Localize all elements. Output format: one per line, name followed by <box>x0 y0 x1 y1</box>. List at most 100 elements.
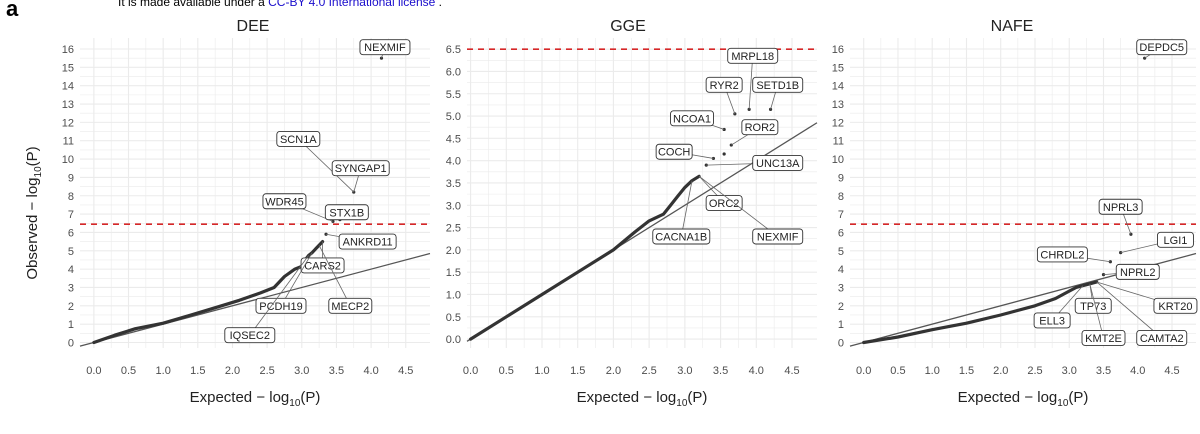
y-tick-label: 7 <box>838 209 844 221</box>
x-tick-label: 0.5 <box>890 365 905 377</box>
gene-label: SYNGAP1 <box>335 163 387 175</box>
gene-label: CARS2 <box>304 260 341 272</box>
gene-label-leader <box>698 175 778 237</box>
license-link[interactable]: CC-BY 4.0 International license <box>268 0 436 9</box>
gene-label-box <box>224 327 276 344</box>
panel-letter: a <box>6 0 19 21</box>
y-tick-label: 1.0 <box>446 289 461 301</box>
gene-label-leader <box>280 252 313 307</box>
gene-label-box <box>328 297 373 314</box>
gene-label: NEXMIF <box>757 231 799 243</box>
qq-point <box>722 127 726 132</box>
y-tick-label: 5.5 <box>446 89 461 101</box>
gene-label-box <box>1115 263 1160 280</box>
panel-title: NAFE <box>991 18 1034 35</box>
gene-label: UNC13A <box>756 158 800 170</box>
x-tick-label: 3.0 <box>294 365 309 377</box>
y-tick-label: 2.5 <box>446 223 461 235</box>
y-tick-label: 2.0 <box>446 245 461 257</box>
gene-label-box <box>359 39 411 56</box>
gene-label-box <box>652 228 711 245</box>
y-tick-label: 3.0 <box>446 200 461 212</box>
gene-label-box <box>670 110 714 127</box>
y-tick-label: 10 <box>62 154 74 166</box>
y-tick-label: 2 <box>68 301 74 313</box>
y-tick-label: 13 <box>62 99 74 111</box>
y-tick-label: 0 <box>68 337 74 349</box>
y-tick-label: 6 <box>68 227 74 239</box>
gene-label: RYR2 <box>710 80 739 92</box>
y-tick-label: 9 <box>68 172 74 184</box>
y-axis-title: Observed − log10(P) <box>24 146 44 279</box>
y-tick-label: 15 <box>62 62 74 74</box>
y-tick-label: 16 <box>832 44 844 56</box>
gene-label-box <box>752 154 804 171</box>
x-tick-label: 1.5 <box>190 365 205 377</box>
gene-label: MECP2 <box>331 301 369 313</box>
license-note: It is made available under a CC-BY 4.0 I… <box>118 0 442 9</box>
gene-label-leader <box>318 245 351 306</box>
y-tick-label: 0 <box>838 337 844 349</box>
x-tick-label: 1.5 <box>959 365 974 377</box>
gene-label-box <box>262 193 307 210</box>
y-tick-label: 16 <box>62 44 74 56</box>
gene-label: DEPDC5 <box>1139 42 1184 54</box>
y-tick-label: 7 <box>68 209 74 221</box>
x-tick-label: 2.5 <box>1027 365 1042 377</box>
gene-label-box <box>331 160 390 177</box>
x-tick-label: 3.5 <box>713 365 728 377</box>
x-tick-label: 2.0 <box>606 365 621 377</box>
gene-label: LGI1 <box>1164 235 1188 247</box>
gene-label: KRT20 <box>1158 301 1192 313</box>
gene-label: WDR45 <box>265 196 304 208</box>
y-tick-label: 4 <box>68 264 74 276</box>
gene-label-leader <box>680 180 693 237</box>
qq-point-cloud <box>92 240 325 345</box>
y-tick-label: 4.5 <box>446 133 461 145</box>
gene-label: CACNA1B <box>655 231 707 243</box>
gene-label-box <box>1098 198 1143 215</box>
y-tick-label: 14 <box>832 81 844 93</box>
x-tick-label: 2.5 <box>259 365 274 377</box>
x-tick-label: 3.5 <box>329 365 344 377</box>
qq-point-cloud <box>862 280 1099 345</box>
gene-label: NPRL2 <box>1120 267 1155 279</box>
y-tick-label: 4 <box>838 264 844 276</box>
gene-label: PCDH19 <box>259 301 302 313</box>
y-tick-label: 15 <box>832 62 844 74</box>
gene-label-box <box>324 204 369 221</box>
x-tick-label: 0.5 <box>499 365 514 377</box>
gene-label-box <box>727 47 779 64</box>
gene-label-box <box>1033 312 1071 329</box>
gene-label-box <box>1136 329 1188 346</box>
y-tick-label: 5 <box>838 246 844 258</box>
y-tick-label: 2 <box>838 301 844 313</box>
x-axis-title: Expected − log10(P) <box>958 389 1089 409</box>
gene-label-box <box>655 143 693 160</box>
gene-label: CAMTA2 <box>1140 333 1184 345</box>
panel-title: GGE <box>610 18 646 35</box>
x-tick-label: 4.5 <box>1164 365 1179 377</box>
y-tick-label: 12 <box>62 117 74 129</box>
gene-label: ELL3 <box>1039 315 1065 327</box>
gene-label: SCN1A <box>280 134 317 146</box>
x-tick-label: 3.5 <box>1096 365 1111 377</box>
x-axis-title: Expected − log10(P) <box>190 389 321 409</box>
y-tick-label: 5.0 <box>446 111 461 123</box>
y-tick-label: 12 <box>832 117 844 129</box>
panel-gge: GGE 0.0 0.5 1.0 1.5 2.0 2.5 3.0 3.5 4.0 4.5 0.0 0.5 1… <box>446 18 818 409</box>
x-tick-label: 1.0 <box>156 365 171 377</box>
y-tick-label: 13 <box>832 99 844 111</box>
gene-label: ROR2 <box>745 122 776 134</box>
x-tick-label: 2.5 <box>641 365 656 377</box>
gene-label: ANKRD11 <box>343 237 393 249</box>
y-tick-label: 1 <box>838 319 844 331</box>
gene-label-box <box>338 233 397 250</box>
x-tick-label: 3.0 <box>1062 365 1077 377</box>
x-tick-label: 0.5 <box>121 365 136 377</box>
gene-label: TP73 <box>1080 301 1106 313</box>
gene-label: SETD1B <box>756 80 799 92</box>
